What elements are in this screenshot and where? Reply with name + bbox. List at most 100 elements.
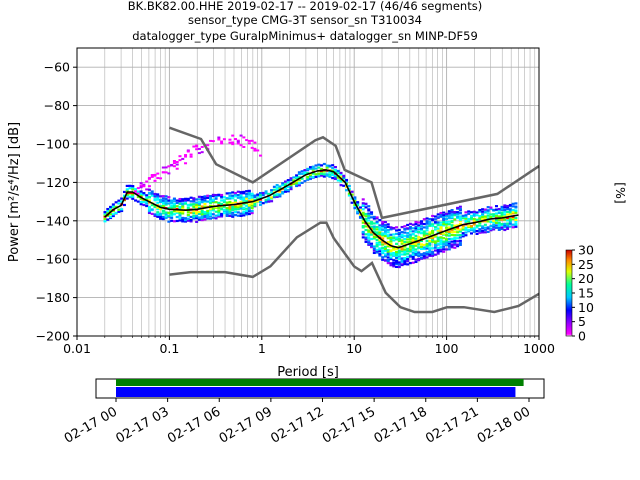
heatmap-cell bbox=[414, 242, 418, 245]
heatmap-cell bbox=[400, 234, 404, 237]
heatmap-cell bbox=[278, 186, 282, 189]
heatmap-cell bbox=[378, 232, 382, 236]
heatmap-cell bbox=[389, 256, 393, 259]
heatmap-cell bbox=[247, 206, 251, 210]
heatmap-cell bbox=[181, 198, 185, 201]
heatmap-cell bbox=[236, 190, 240, 193]
heatmap-cell bbox=[164, 197, 168, 201]
heatmap-cell bbox=[428, 224, 432, 227]
heatmap-cell bbox=[428, 242, 432, 246]
heatmap-cell bbox=[431, 224, 435, 227]
heatmap-cell bbox=[197, 202, 201, 205]
heatmap-cell bbox=[392, 233, 396, 236]
heatmap-cell bbox=[242, 196, 246, 199]
heatmap-cell bbox=[456, 245, 460, 248]
heatmap-cell bbox=[128, 187, 132, 190]
heatmap-cell bbox=[378, 239, 382, 242]
heatmap-cell bbox=[122, 190, 126, 194]
heatmap-cell bbox=[500, 211, 504, 214]
heatmap-cell bbox=[220, 142, 224, 145]
heatmap-cell bbox=[364, 215, 368, 218]
heatmap-cell bbox=[503, 210, 507, 213]
heatmap-cell bbox=[433, 215, 437, 218]
heatmap-cell bbox=[422, 218, 426, 221]
heatmap-cell bbox=[428, 233, 432, 236]
heatmap-cell bbox=[200, 199, 204, 203]
heatmap-cell bbox=[125, 188, 129, 191]
heatmap-cell bbox=[211, 140, 215, 143]
heatmap-cell bbox=[203, 202, 207, 206]
heatmap-cell bbox=[203, 205, 207, 208]
heatmap-cell bbox=[347, 194, 351, 197]
heatmap-cell bbox=[320, 174, 324, 177]
heatmap-cell bbox=[364, 233, 368, 236]
heatmap-cell bbox=[445, 239, 449, 242]
heatmap-cell bbox=[159, 215, 163, 218]
heatmap-cell bbox=[200, 195, 204, 199]
heatmap-cell bbox=[178, 211, 182, 214]
data-coverage-bar bbox=[116, 379, 524, 386]
heatmap-cell bbox=[400, 263, 404, 266]
heatmap-cell bbox=[150, 212, 154, 216]
heatmap-cell bbox=[167, 220, 171, 223]
heatmap-cell bbox=[220, 208, 224, 211]
heatmap-cell bbox=[220, 212, 224, 216]
heatmap-cell bbox=[406, 227, 410, 230]
heatmap-cell bbox=[403, 248, 407, 251]
heatmap-cell bbox=[378, 226, 382, 230]
heatmap-cell bbox=[472, 212, 476, 216]
heatmap-cell bbox=[147, 211, 151, 215]
heatmap-cell bbox=[470, 211, 474, 214]
heatmap-cell bbox=[142, 193, 146, 196]
heatmap-cell bbox=[489, 227, 493, 230]
colorbar-tick-label: 20 bbox=[578, 271, 594, 286]
heatmap-cell bbox=[383, 242, 387, 245]
heatmap-cell bbox=[431, 238, 435, 242]
heatmap-cell bbox=[483, 216, 487, 220]
heatmap-cell bbox=[164, 216, 168, 220]
heatmap-cell bbox=[395, 250, 399, 253]
heatmap-cell bbox=[386, 251, 390, 255]
heatmap-cell bbox=[458, 222, 462, 226]
heatmap-cell bbox=[253, 194, 257, 197]
heatmap-cell bbox=[497, 207, 501, 211]
heatmap-cell bbox=[242, 203, 246, 206]
heatmap-cell bbox=[425, 222, 429, 225]
heatmap-cell bbox=[200, 215, 204, 218]
heatmap-cell bbox=[417, 259, 421, 262]
heatmap-cell bbox=[472, 219, 476, 222]
colorbar-tick-label: 5 bbox=[578, 314, 586, 329]
heatmap-cell bbox=[389, 249, 393, 252]
heatmap-cell bbox=[422, 246, 426, 249]
heatmap-cell bbox=[472, 229, 476, 232]
heatmap-cell bbox=[500, 227, 504, 230]
heatmap-cell bbox=[142, 185, 146, 188]
heatmap-cell bbox=[234, 205, 238, 209]
heatmap-cell bbox=[450, 243, 454, 246]
heatmap-cell bbox=[181, 202, 185, 205]
title-line-3: datalogger_type GuralpMinimus+ datalogge… bbox=[132, 29, 478, 43]
heatmap-cell bbox=[311, 175, 315, 178]
heatmap-cell bbox=[197, 198, 201, 201]
heatmap-cell bbox=[389, 264, 393, 267]
heatmap-cell bbox=[250, 211, 254, 215]
x-tick-label: 10 bbox=[346, 341, 362, 356]
heatmap-cell bbox=[436, 227, 440, 230]
heatmap-cell bbox=[253, 202, 257, 205]
heatmap-cell bbox=[461, 235, 465, 238]
heatmap-cell bbox=[392, 265, 396, 268]
heatmap-cell bbox=[370, 242, 374, 245]
heatmap-cell bbox=[333, 174, 337, 177]
heatmap-cell bbox=[453, 241, 457, 244]
heatmap-cell bbox=[470, 214, 474, 218]
heatmap-cell bbox=[245, 195, 249, 198]
heatmap-cell bbox=[433, 240, 437, 243]
heatmap-cell bbox=[411, 236, 415, 240]
heatmap-cell bbox=[242, 145, 246, 148]
heatmap-cell bbox=[222, 212, 226, 215]
heatmap-cell bbox=[131, 185, 135, 188]
heatmap-cell bbox=[250, 139, 254, 142]
heatmap-cell bbox=[217, 209, 221, 212]
heatmap-cell bbox=[236, 211, 240, 214]
heatmap-cell bbox=[161, 199, 165, 202]
